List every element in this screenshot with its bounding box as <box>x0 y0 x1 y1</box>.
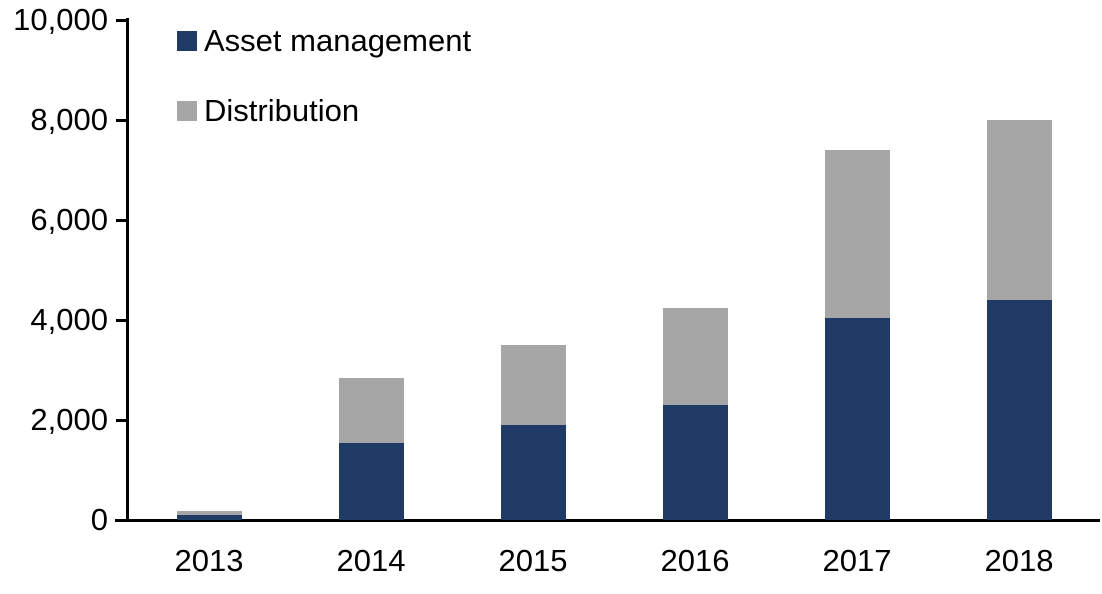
bar-segment-distribution <box>986 120 1052 300</box>
x-tick-label: 2015 <box>498 543 568 578</box>
bar-group-2017 <box>824 150 890 520</box>
y-axis-tick <box>116 18 129 22</box>
bar-segment-asset-management <box>176 515 242 520</box>
y-axis-tick <box>116 118 129 122</box>
bar-group-2018 <box>986 120 1052 520</box>
bar-group-2014 <box>338 377 404 520</box>
bar-segment-asset-management <box>500 425 566 520</box>
bar-segment-distribution <box>824 150 890 318</box>
y-axis-tick <box>116 218 129 222</box>
x-tick-label: 2017 <box>822 543 892 578</box>
bar-segment-distribution <box>662 307 728 405</box>
legend-item-asset-management: Asset management <box>177 23 472 58</box>
y-tick-label: 8,000 <box>30 102 108 137</box>
bar-segment-distribution <box>500 345 566 425</box>
legend-swatch-distribution <box>177 101 197 121</box>
bar-segment-asset-management <box>824 317 890 520</box>
bar-group-2013 <box>176 510 242 520</box>
bar-segment-asset-management <box>986 300 1052 520</box>
y-tick-label: 6,000 <box>30 202 108 237</box>
x-tick-label: 2016 <box>660 543 730 578</box>
legend-swatch-asset-management <box>177 31 197 51</box>
y-tick-label: 10,000 <box>13 2 108 37</box>
y-axis-tick <box>116 318 129 322</box>
y-axis-tick <box>116 518 129 522</box>
x-tick-label: 2014 <box>336 543 406 578</box>
bar-group-2016 <box>662 307 728 520</box>
bar-segment-distribution <box>176 510 242 515</box>
x-tick-label: 2013 <box>174 543 244 578</box>
bar-segment-asset-management <box>662 405 728 520</box>
y-tick-label: 0 <box>90 502 108 537</box>
legend-item-distribution: Distribution <box>177 93 360 128</box>
x-axis-line <box>115 518 1100 522</box>
bar-segment-distribution <box>338 377 404 443</box>
y-tick-label: 2,000 <box>30 402 108 437</box>
bar-group-2015 <box>500 345 566 520</box>
y-axis-tick <box>116 418 129 422</box>
y-tick-label: 4,000 <box>30 302 108 337</box>
legend-label-distribution: Distribution <box>204 93 360 128</box>
x-tick-label: 2018 <box>984 543 1054 578</box>
legend-label-asset-management: Asset management <box>204 23 472 58</box>
y-axis-line <box>126 18 129 522</box>
bar-segment-asset-management <box>338 442 404 520</box>
